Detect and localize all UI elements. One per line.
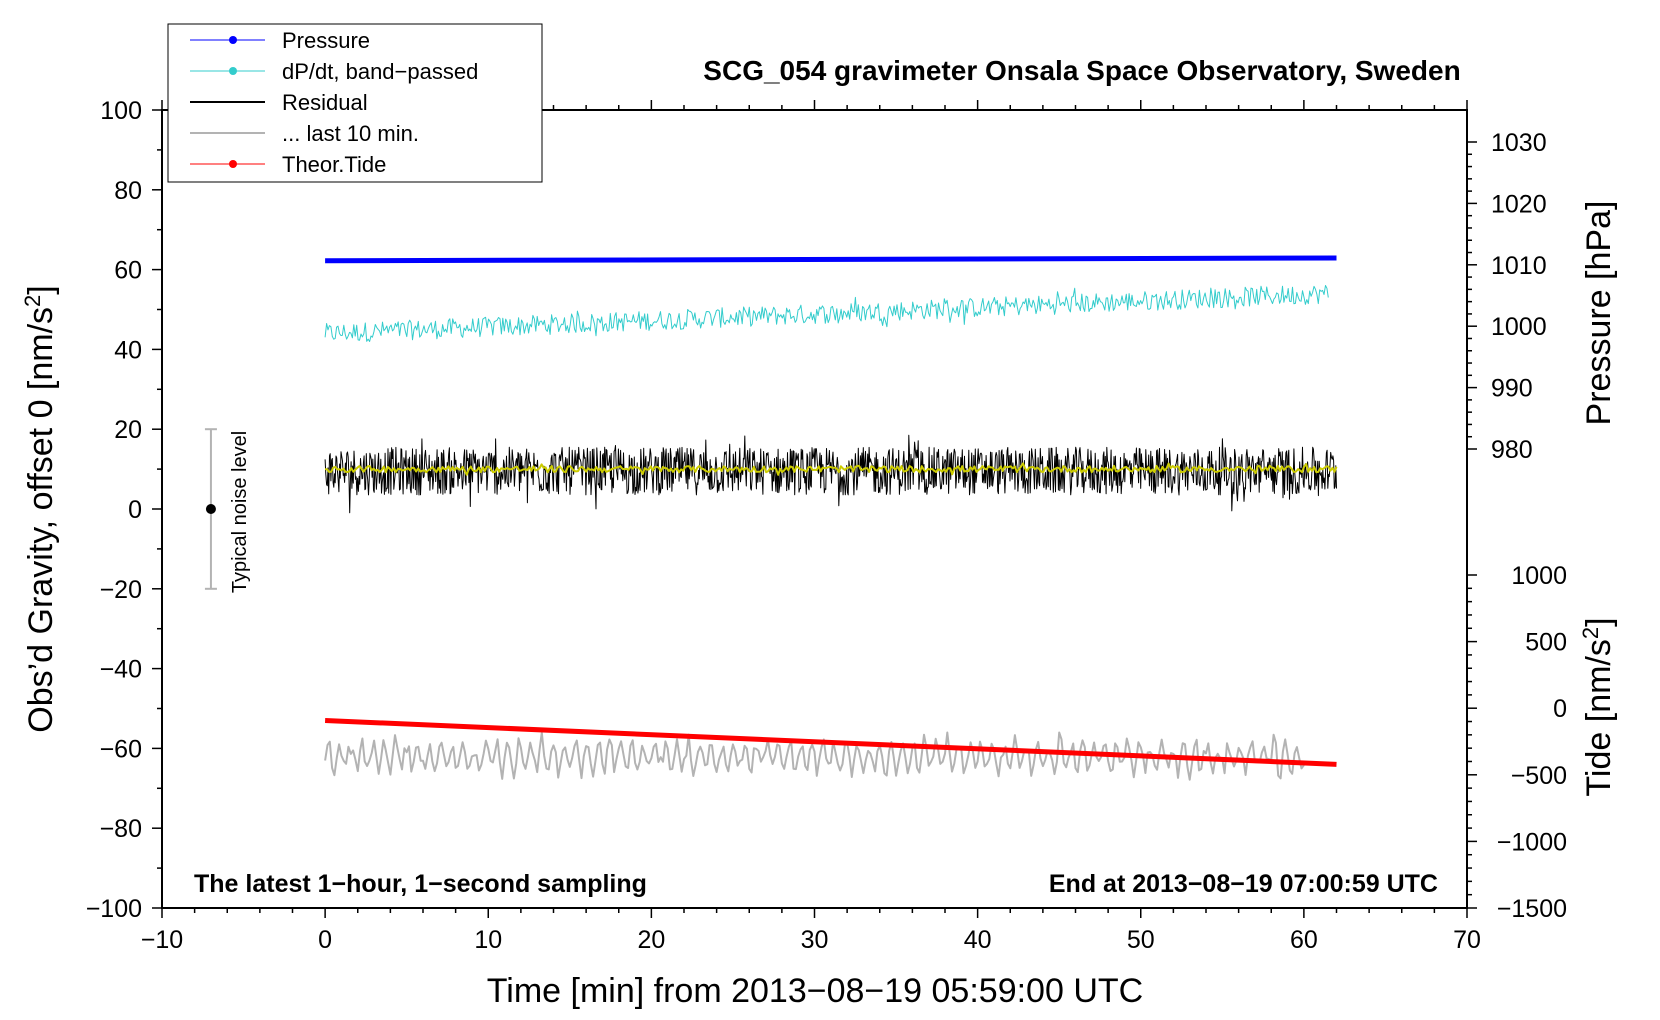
x-tick-labels: −10 0 10 20 30 40 50 60 70	[141, 926, 1481, 954]
legend-label: ... last 10 min.	[282, 121, 419, 146]
series-residual	[324, 434, 1337, 514]
x-tick-label: 20	[637, 926, 665, 954]
y-tick-label: −100	[86, 895, 142, 923]
series-pressure	[325, 255, 1337, 264]
y-axis-label-main: Obs’d Gravity, offset 0 [nm/s	[22, 307, 60, 733]
y-axis-label: Obs’d Gravity, offset 0 [nm/s2]	[20, 285, 60, 732]
x-tick-label: 30	[801, 926, 829, 954]
pressure-axis-label: Pressure [hPa]	[1580, 201, 1618, 426]
y-tick-label: 40	[114, 336, 142, 364]
pressure-tick-label: 1030	[1491, 129, 1547, 157]
legend-label: Pressure	[282, 28, 370, 53]
series-dp-dt-band-passed	[324, 285, 1329, 342]
x-tick-label: 50	[1127, 926, 1155, 954]
tide-tick-label: −1000	[1497, 828, 1567, 856]
pressure-tick-labels: 980 990 1000 1010 1020 1030	[1491, 129, 1547, 464]
noise-bar-center-dot	[205, 504, 216, 514]
legend-marker	[229, 36, 237, 44]
y-tick-label: 60	[114, 257, 142, 285]
y-tick-label: −80	[100, 815, 142, 843]
tide-tick-label: 1000	[1511, 562, 1567, 590]
x-axis-label: Time [min] from 2013−08−19 05:59:00 UTC	[487, 972, 1143, 1010]
legend-label: dP/dt, band−passed	[282, 59, 478, 84]
x-tick-label: 40	[964, 926, 992, 954]
series-theor-tide	[324, 718, 1337, 767]
series-smoothed-residual	[324, 462, 1338, 476]
tide-axis-label-sup: 2	[1578, 627, 1603, 639]
noise-bar-label: Typical noise level	[229, 431, 251, 593]
x-tick-label: 10	[474, 926, 502, 954]
x-tick-label: 0	[318, 926, 332, 954]
tide-axis-label: Tide [nm/s2]	[1578, 617, 1618, 796]
y-axis-label-sup: 2	[20, 295, 45, 307]
tick-marks	[152, 100, 1477, 918]
y-tick-label: −60	[100, 735, 142, 763]
tide-axis-label-end: ]	[1580, 617, 1618, 626]
y-axis-label-end: ]	[22, 285, 60, 294]
pressure-tick-label: 1010	[1491, 252, 1547, 280]
y-tick-labels: −100 −80 −60 −40 −20 0 20 40 60 80 100	[86, 97, 142, 923]
annotation-left: The latest 1−hour, 1−second sampling	[194, 870, 647, 898]
x-tick-label: −10	[141, 926, 183, 954]
tide-tick-label: 0	[1553, 695, 1567, 723]
series--last-10-min-	[324, 731, 1305, 781]
data-series	[324, 255, 1338, 781]
pressure-tick-label: 980	[1491, 436, 1533, 464]
pressure-tick-label: 990	[1491, 375, 1533, 403]
y-tick-label: 100	[100, 97, 142, 125]
pressure-tick-label: 1020	[1491, 190, 1547, 218]
legend: Pressure dP/dt, band−passed Residual ... la…	[167, 23, 543, 183]
pressure-tick-label: 1000	[1491, 313, 1547, 341]
legend-label: Residual	[282, 90, 368, 115]
x-tick-label: 70	[1453, 926, 1481, 954]
tide-tick-labels: −1500 −1000 −500 0 500 1000	[1497, 562, 1567, 923]
tide-tick-label: 500	[1525, 629, 1567, 657]
tide-tick-label: −1500	[1497, 895, 1567, 923]
y-tick-label: 20	[114, 416, 142, 444]
annotation-right: End at 2013−08−19 07:00:59 UTC	[1049, 870, 1438, 898]
y-tick-label: 0	[128, 496, 142, 524]
legend-marker	[229, 160, 237, 168]
legend-label: Theor.Tide	[282, 152, 386, 177]
y-tick-label: −40	[100, 656, 142, 684]
tide-tick-label: −500	[1511, 762, 1567, 790]
y-tick-label: 80	[114, 177, 142, 205]
x-tick-label: 60	[1290, 926, 1318, 954]
noise-bar: Typical noise level	[204, 428, 251, 593]
chart-title: SCG_054 gravimeter Onsala Space Observat…	[703, 55, 1460, 86]
legend-marker	[229, 67, 237, 75]
y-tick-label: −20	[100, 576, 142, 604]
tide-axis-label-main: Tide [nm/s	[1580, 639, 1618, 796]
